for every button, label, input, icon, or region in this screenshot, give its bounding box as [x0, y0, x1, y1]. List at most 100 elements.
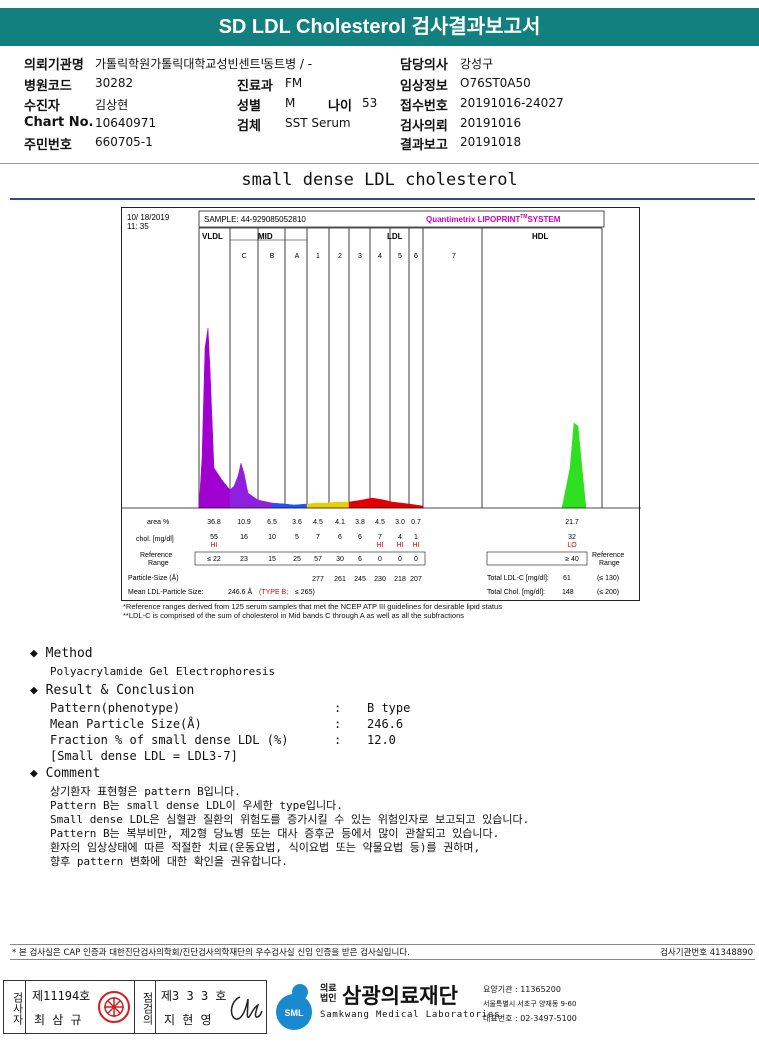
- comment-line: 향후 pattern 변화에 대한 확인을 권유합니다.: [50, 855, 288, 868]
- tester-label: 검사자: [4, 981, 26, 1033]
- area-value: 3.0: [395, 519, 405, 526]
- hdl-peak: [561, 422, 587, 509]
- total-ldl-ref: (≤ 130): [597, 575, 619, 582]
- band-label: A: [295, 253, 300, 260]
- diamond-icon: ◆: [30, 646, 38, 661]
- hospital-code-label: 병원코드: [24, 79, 72, 94]
- hdl-header: HDL: [532, 232, 549, 241]
- area-value: 4.5: [313, 519, 323, 526]
- mid-c-peak: [229, 462, 286, 509]
- total-ldl-label: Total LDL-C [mg/dl]:: [487, 575, 549, 582]
- total-ldl-value: 61: [563, 575, 571, 582]
- particle-size-value: 277: [312, 576, 324, 583]
- mid-header: MID: [258, 232, 273, 241]
- band-label: 3: [358, 253, 362, 260]
- colon: :: [334, 701, 342, 715]
- note-1: *Reference ranges derived from 125 serum…: [123, 602, 502, 611]
- total-chol-value: 148: [562, 589, 574, 596]
- band-label: 2: [338, 253, 342, 260]
- clinical-info: O76ST0A50: [460, 76, 531, 90]
- reference-value: ≥ 40: [565, 556, 579, 563]
- pattern-label: Pattern(phenotype): [50, 701, 181, 715]
- reference-value: 0: [398, 556, 402, 563]
- reviewer-number: 제3 3 3 호: [161, 989, 227, 1003]
- request-label: 검사의뢰: [400, 119, 448, 134]
- mean-ref: ≤ 265): [295, 589, 315, 596]
- band-label: 6: [414, 253, 418, 260]
- sex: M: [285, 96, 296, 110]
- particle-size-value: 261: [334, 576, 346, 583]
- rrn-label: 주민번호: [24, 138, 72, 153]
- total-chol-ref: (≤ 200): [597, 589, 619, 596]
- mean-type: (TYPE B;: [259, 589, 288, 596]
- reference-box: [194, 551, 426, 566]
- band-label: 4: [378, 253, 382, 260]
- flag: HI: [211, 542, 218, 549]
- area-value: 21.7: [565, 519, 579, 526]
- area-value: 4.1: [335, 519, 345, 526]
- comment-line: 상기환자 표현형은 pattern B입니다.: [50, 785, 241, 798]
- org-code: 요양기관 : 11365200: [483, 985, 561, 994]
- patient-name: 김상현: [95, 98, 129, 112]
- colon: :: [334, 733, 342, 747]
- certification-bar: * 본 검사실은 CAP 인증과 대한진단검사의학회/진단검사의학재단의 우수검…: [10, 944, 755, 960]
- diamond-icon: ◆: [30, 766, 38, 781]
- receipt-number: 20191016-24027: [460, 96, 564, 110]
- row-label-range: Range: [148, 560, 169, 567]
- specimen-label: 검체: [237, 119, 261, 134]
- pattern-value: B type: [367, 701, 411, 715]
- method-heading: ◆ Method: [30, 646, 93, 661]
- ward: 동트병 / -: [263, 55, 313, 72]
- ldl-red-area: [348, 497, 424, 509]
- row-label-ref: Reference: [140, 552, 172, 559]
- divider: [10, 198, 755, 200]
- area-value: 3.6: [292, 519, 302, 526]
- chol-value: 7: [378, 534, 382, 541]
- total-chol-label: Total Chol. [mg/dl]:: [487, 589, 545, 596]
- seal-stamp-icon: [98, 991, 130, 1023]
- row-label-area: area %: [147, 519, 169, 526]
- mean-size-label: Mean LDL-Particle Size:: [128, 589, 204, 596]
- reference-value: 15: [268, 556, 276, 563]
- chol-value: 6: [358, 534, 362, 541]
- chart-brand: Quantimetrix LIPOPRINTTMSYSTEM: [426, 214, 561, 224]
- dept-label: 진료과: [237, 79, 273, 94]
- lab-code: 검사기관번호 41348890: [660, 948, 753, 958]
- ref-right-label: Reference: [592, 552, 624, 559]
- flag: LO: [567, 542, 577, 549]
- particle-size-value: 207: [410, 576, 422, 583]
- vldl-header: VLDL: [202, 232, 223, 241]
- fraction-label: Fraction % of small dense LDL (%): [50, 733, 289, 747]
- org-english-name: Samkwang Medical Laboratories: [320, 1010, 501, 1020]
- doctor: 강성구: [460, 57, 494, 71]
- institution: 가톨릭학원가톨릭대학교성빈센트병원: [95, 57, 283, 71]
- reviewer-label: 점검의: [134, 981, 156, 1033]
- reference-value: 6: [358, 556, 362, 563]
- colon: :: [334, 717, 342, 731]
- chart-header-box: [198, 210, 605, 228]
- reference-value: 23: [240, 556, 248, 563]
- reference-value: ≤ 22: [207, 556, 221, 563]
- chart-sample: SAMPLE: 44-929085052810: [204, 215, 306, 224]
- svg-text:SML: SML: [285, 1008, 305, 1018]
- org-name: 삼광의료재단: [342, 984, 458, 1008]
- reference-value: 30: [336, 556, 344, 563]
- org-phone: 대표번호 : 02-3497-5100: [483, 1014, 577, 1023]
- ref-right-range: Range: [599, 560, 620, 567]
- chol-value: 10: [268, 534, 276, 541]
- report-title: SD LDL Cholesterol 검사결과보고서: [0, 8, 759, 46]
- sml-logo-icon: SML: [276, 984, 312, 1030]
- comment-line: 환자의 임상상태에 따른 적절한 치료(운동요법, 식이요법 또는 약물요법 등…: [50, 841, 481, 854]
- chol-value: 7: [316, 534, 320, 541]
- area-value: 0.7: [411, 519, 421, 526]
- certification-text: * 본 검사실은 CAP 인증과 대한진단검사의학회/진단검사의학재단의 우수검…: [12, 948, 410, 958]
- age-label: 나이: [328, 99, 352, 114]
- band-label: 7: [452, 253, 456, 260]
- age: 53: [362, 96, 378, 110]
- dept: FM: [285, 76, 303, 90]
- comment-line: Pattern B는 복부비만, 제2형 당뇨병 또는 대사 증후군 등에서 많…: [50, 827, 500, 840]
- sdldl-definition: [Small dense LDL = LDL3-7]: [50, 749, 238, 763]
- organization-footer: SML 의료 법인 삼광의료재단 Samkwang Medical Laborat…: [272, 980, 759, 1034]
- reference-value: 0: [378, 556, 382, 563]
- specimen: SST Serum: [285, 116, 351, 130]
